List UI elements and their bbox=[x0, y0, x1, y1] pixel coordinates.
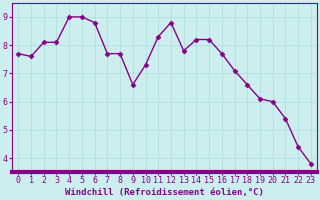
X-axis label: Windchill (Refroidissement éolien,°C): Windchill (Refroidissement éolien,°C) bbox=[65, 188, 264, 197]
